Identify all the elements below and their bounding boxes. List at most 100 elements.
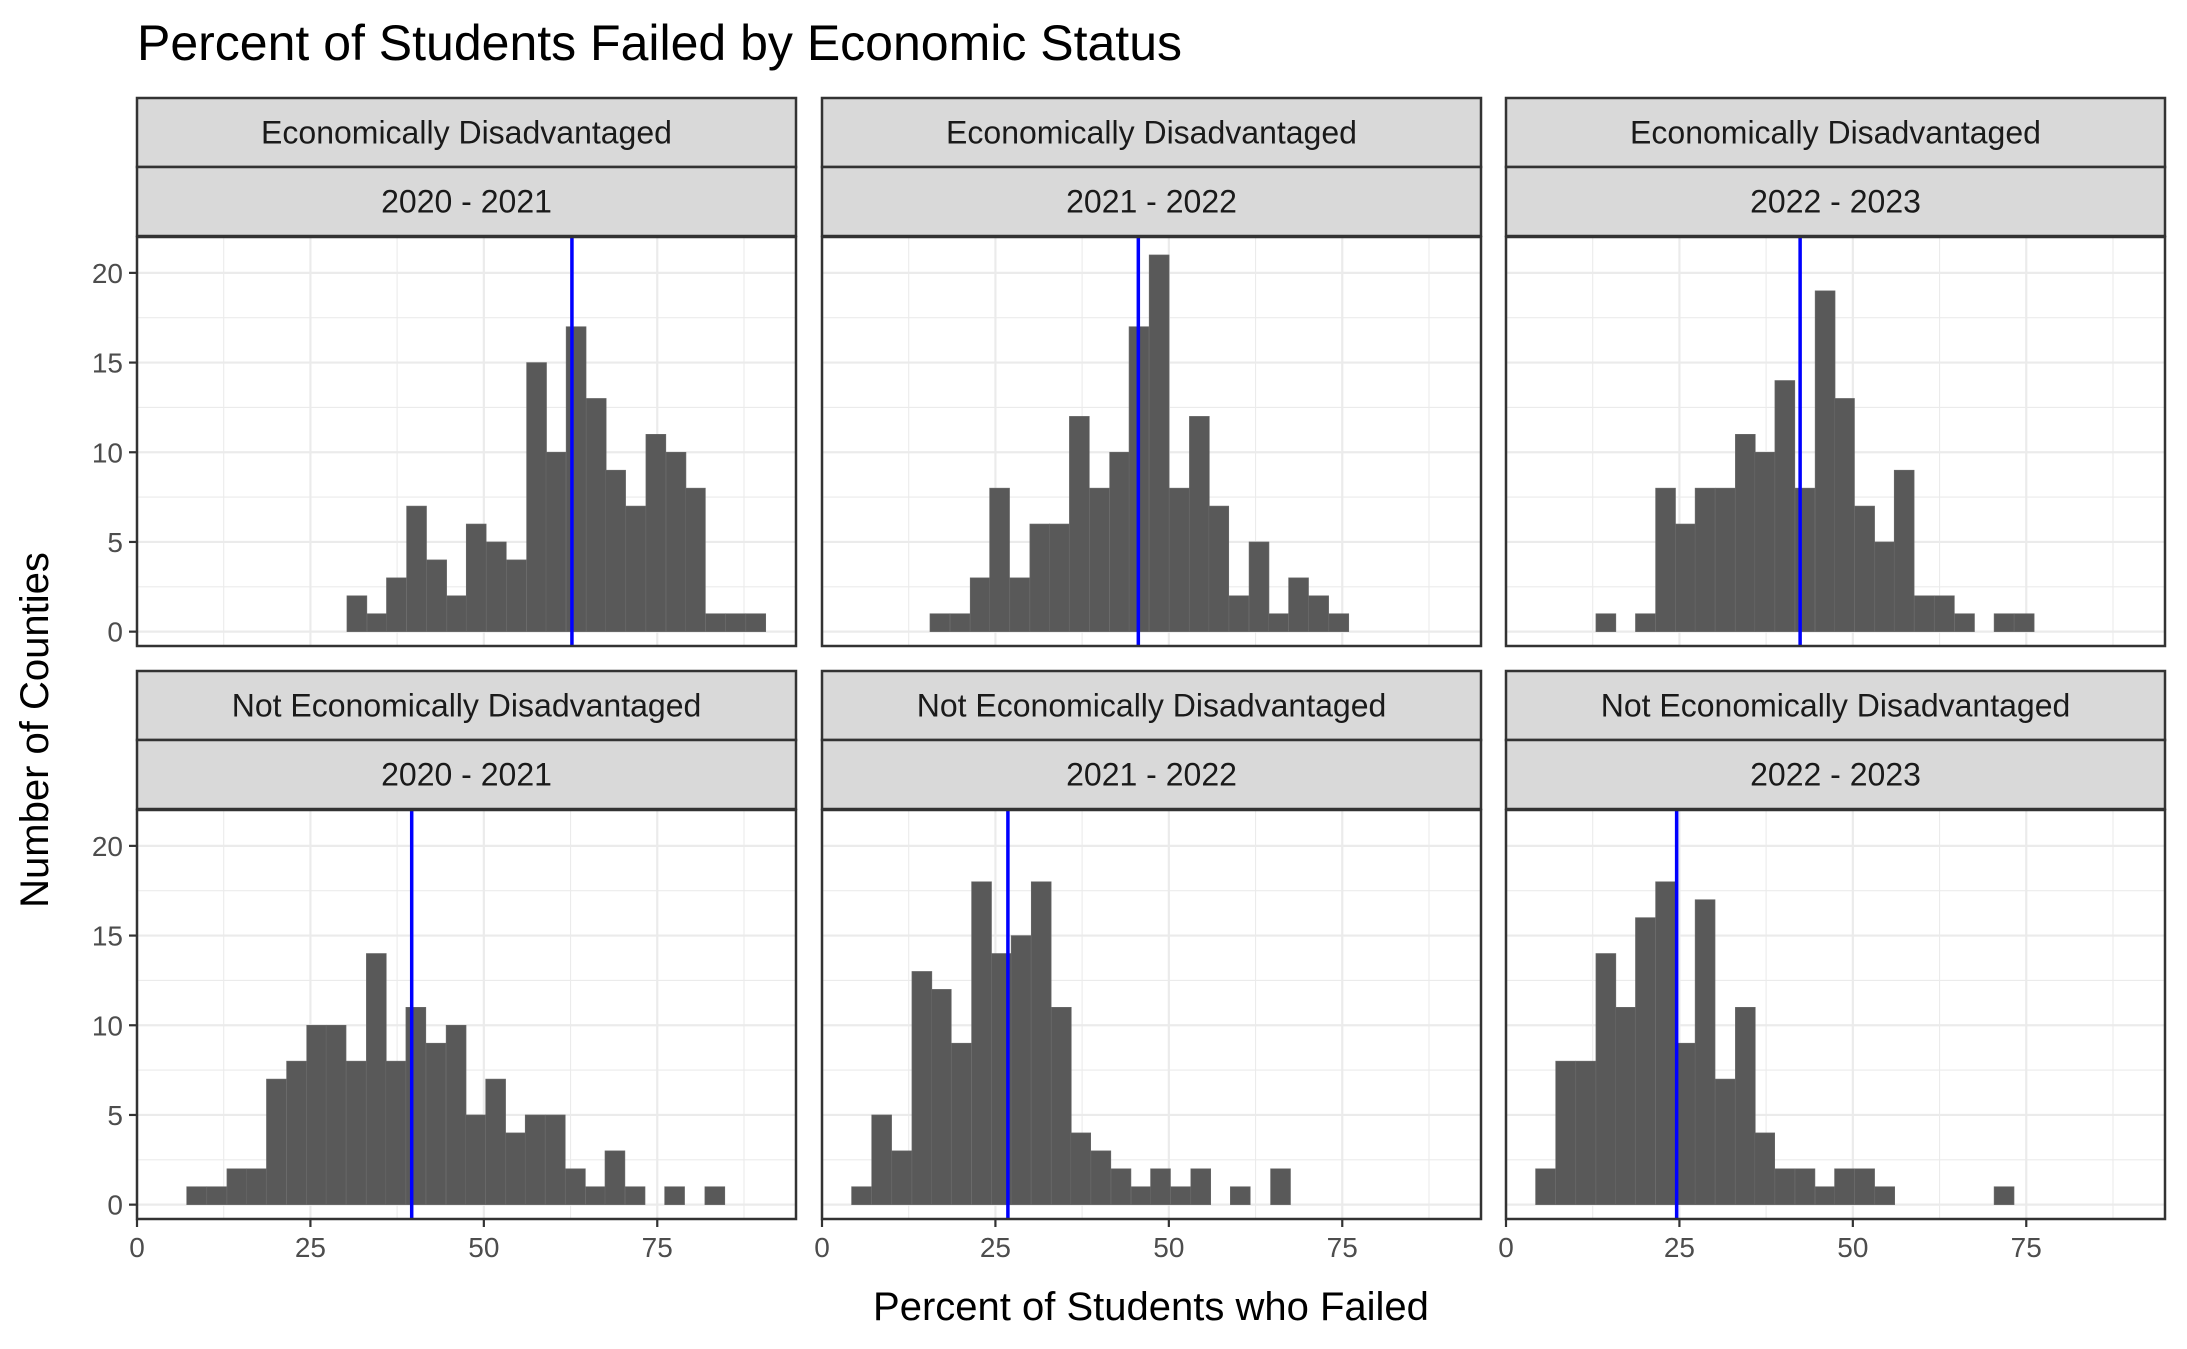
histogram-bar [486, 541, 507, 632]
histogram-bar [1834, 398, 1855, 632]
histogram-bar [1230, 1186, 1251, 1205]
x-tick-label: 50 [468, 1232, 499, 1263]
histogram-bar [1993, 1186, 2015, 1205]
histogram-bar [1655, 487, 1676, 632]
histogram-bar [1735, 1007, 1756, 1205]
histogram-bar [1030, 881, 1052, 1205]
panel-4: Not Economically Disadvantaged 2020 - 202… [92, 669, 798, 1263]
histogram-bar [989, 487, 1010, 632]
y-tick-label: 10 [92, 1010, 123, 1041]
histogram-bar [366, 953, 387, 1205]
histogram-bar [1874, 541, 1896, 632]
histogram-bar [1170, 1186, 1191, 1205]
histogram-bar [949, 613, 971, 632]
y-tick-label: 20 [92, 258, 123, 289]
histogram-bar [1168, 487, 1190, 632]
histogram-bar [585, 1186, 606, 1205]
histogram-bar [1270, 1168, 1291, 1205]
histogram-bar [1774, 1168, 1796, 1205]
y-tick-label: 0 [107, 617, 123, 648]
histogram-bar [1009, 577, 1030, 632]
x-tick-label: 75 [642, 1232, 673, 1263]
histogram-bar [1714, 487, 1736, 632]
x-tick-label: 0 [814, 1232, 830, 1263]
histogram-bar [1010, 935, 1032, 1205]
histogram-bar [385, 1060, 406, 1205]
histogram-bar [1934, 595, 1955, 632]
histogram-bar [246, 1168, 267, 1205]
histogram-bar [1248, 541, 1270, 632]
histogram-bar [465, 1114, 486, 1205]
histogram-bar [931, 989, 952, 1205]
histogram-bar [565, 326, 587, 632]
histogram-bar [1834, 1168, 1855, 1205]
histogram-bar [1029, 523, 1051, 632]
histogram-bar [1655, 881, 1676, 1205]
y-tick-label: 15 [92, 921, 123, 952]
histogram-bar [1575, 1060, 1597, 1205]
histogram-bar [506, 559, 527, 632]
histogram-bar [604, 1150, 626, 1205]
panel-2: Economically Disadvantaged 2021 - 2022 [820, 96, 1483, 648]
panels-group: Economically Disadvantaged 2020 - 2021 0 5 1… [92, 96, 2167, 1263]
panel-border [1504, 808, 2167, 1221]
histogram-bar [1854, 505, 1875, 632]
strip-year-label: 2022 - 2023 [1750, 184, 1921, 220]
strip-year-box [1504, 738, 2167, 811]
histogram-bar [505, 1132, 527, 1205]
histogram-bar [1754, 1132, 1775, 1205]
chart-title: Percent of Students Failed by Economic S… [137, 15, 1182, 71]
histogram-bar [565, 1168, 586, 1205]
histogram-bar [1794, 487, 1816, 632]
y-tick-label: 0 [107, 1190, 123, 1221]
strip-group-box [135, 96, 798, 169]
histogram-bar [1070, 1132, 1091, 1205]
y-tick-label: 15 [92, 348, 123, 379]
histogram-bar [624, 1186, 646, 1205]
x-tick-label: 50 [1837, 1232, 1868, 1263]
histogram-bar [345, 1060, 367, 1205]
x-tick-label: 0 [1498, 1232, 1514, 1263]
histogram-bar [1854, 1168, 1875, 1205]
histogram-bar [745, 613, 767, 632]
histogram-bar [465, 523, 487, 632]
histogram-bar [605, 469, 626, 632]
histogram-bar [704, 1186, 726, 1205]
strip-group-label: Economically Disadvantaged [946, 115, 1357, 151]
histogram-bar [1814, 290, 1836, 632]
histogram-bar [585, 398, 607, 632]
histogram-bar [1814, 1186, 1836, 1205]
y-tick-label: 5 [107, 1100, 123, 1131]
histogram-bar [1794, 1168, 1816, 1205]
histogram-bar [891, 1150, 913, 1205]
histogram-bar [1148, 254, 1170, 632]
histogram-bar [266, 1078, 287, 1205]
histogram-bar [1328, 613, 1350, 632]
histogram-bar [1308, 595, 1329, 632]
histogram-bar [2013, 613, 2035, 632]
strip-group-label: Not Economically Disadvantaged [232, 688, 702, 724]
strip-year-box [135, 165, 798, 238]
histogram-bar [1189, 416, 1210, 632]
histogram-bar [1874, 1186, 1896, 1205]
histogram-bar [524, 1114, 546, 1205]
histogram-bar [1190, 1168, 1212, 1205]
strip-year-box [820, 165, 1483, 238]
y-axis-title: Number of Counties [13, 552, 57, 908]
panel-border [135, 235, 798, 648]
histogram-bar [1208, 505, 1230, 632]
histogram-bar [929, 613, 951, 632]
histogram-bar [951, 1042, 972, 1205]
histogram-bar [186, 1186, 207, 1205]
histogram-bar [425, 1042, 447, 1205]
histogram-bar [446, 595, 468, 632]
histogram-bar [871, 1114, 892, 1205]
histogram-bar [386, 577, 407, 632]
histogram-bar [911, 971, 933, 1205]
histogram-bar [366, 613, 388, 632]
histogram-bar [645, 434, 667, 632]
x-tick-label: 75 [2011, 1232, 2042, 1263]
panel-5: Not Economically Disadvantaged 2021 - 202… [814, 669, 1483, 1263]
x-tick-label: 50 [1153, 1232, 1184, 1263]
